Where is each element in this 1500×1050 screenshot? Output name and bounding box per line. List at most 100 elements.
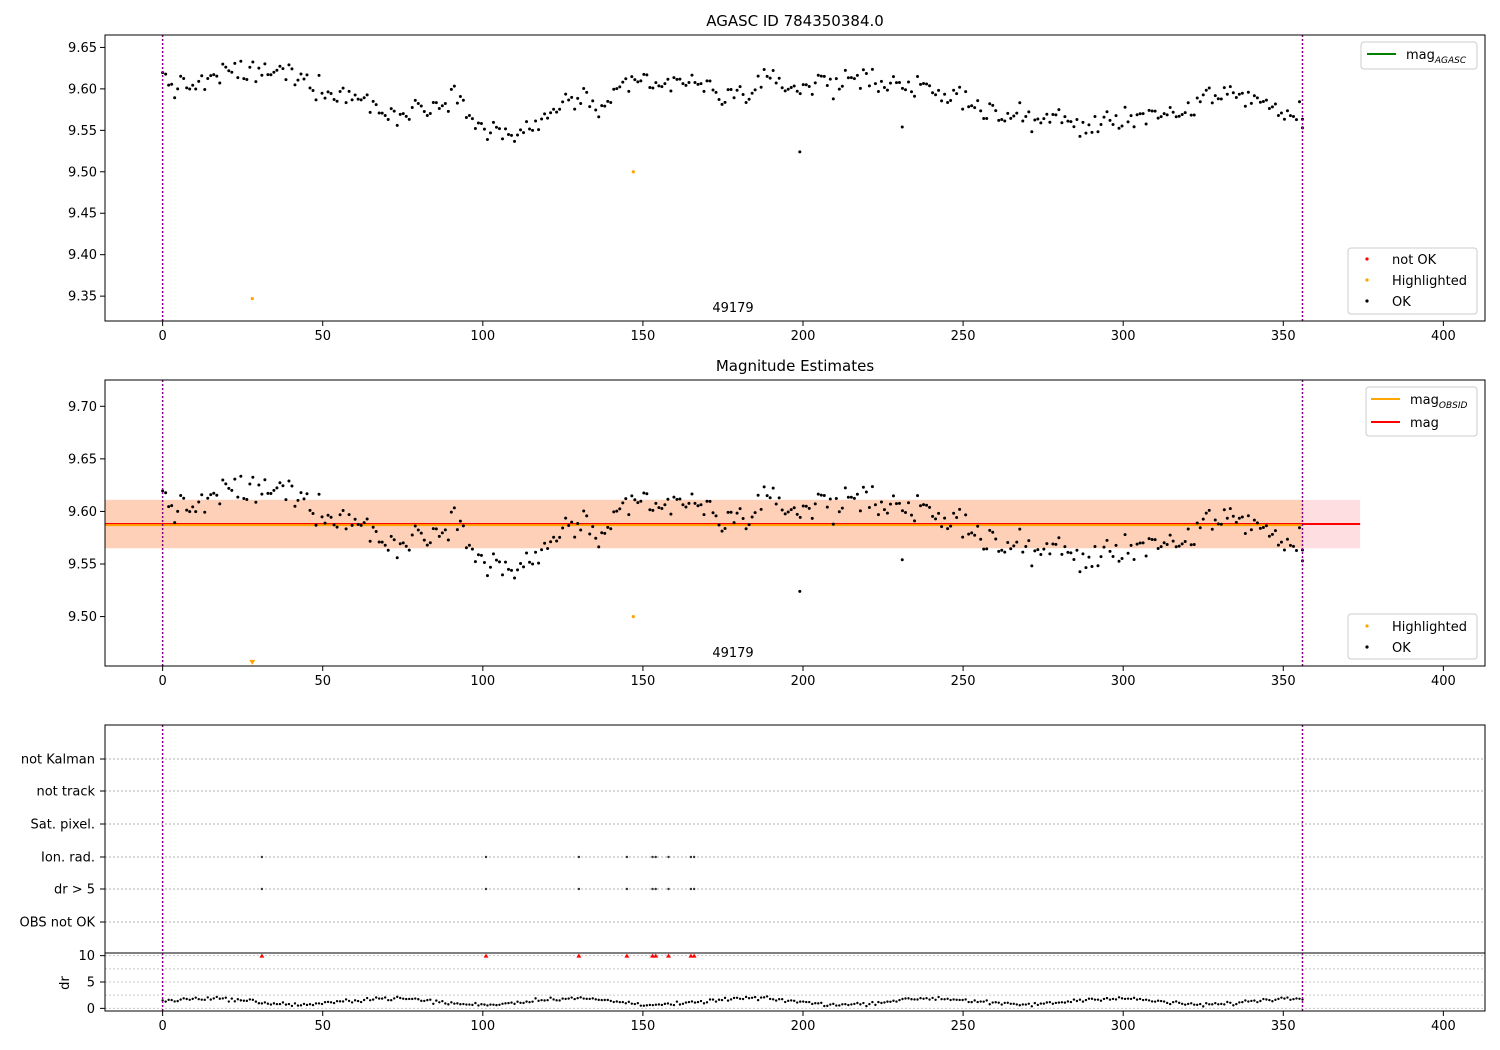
ok-point [1213, 94, 1217, 98]
dr-point [278, 1002, 282, 1006]
ok-point [597, 545, 601, 549]
ok-point [1195, 96, 1199, 100]
ok-point [479, 553, 483, 557]
flag-row-label: not track [36, 785, 95, 800]
ok-point [167, 83, 171, 87]
ok-point [242, 77, 246, 81]
flag-point [260, 887, 264, 891]
ok-point [254, 80, 258, 84]
ok-point [702, 513, 706, 517]
x-tick-label: 50 [314, 674, 331, 689]
dr-point [1271, 1000, 1274, 1003]
ok-point [1081, 120, 1085, 124]
ok-point [1234, 95, 1238, 99]
dr-point [753, 995, 757, 999]
dr-point [1069, 1000, 1073, 1004]
flag-point [260, 855, 264, 859]
ok-point [864, 72, 868, 76]
dr-point [1003, 1001, 1006, 1005]
dr-point [525, 1000, 528, 1003]
ok-point [206, 76, 210, 80]
ok-point [1141, 541, 1145, 545]
dr-point [1075, 999, 1079, 1003]
ok-point [1171, 110, 1175, 114]
ok-point [224, 482, 228, 486]
ok-point [525, 551, 529, 555]
ok-point [958, 85, 962, 89]
ok-point [329, 91, 333, 95]
ok-point [494, 558, 498, 562]
dr-point [874, 1003, 877, 1007]
ok-point [380, 540, 384, 544]
ok-point [627, 513, 631, 517]
ok-point [928, 505, 932, 509]
dr-point [209, 998, 212, 1001]
dr-point [1174, 1000, 1178, 1003]
ok-point [371, 99, 375, 103]
ok-point [254, 500, 258, 504]
ok-point [750, 515, 754, 519]
ok-point [1249, 101, 1253, 105]
ok-point [323, 521, 327, 525]
ok-point [1048, 120, 1052, 124]
ok-point [236, 495, 240, 499]
dr-point [729, 998, 733, 1001]
ok-point [1042, 547, 1046, 551]
ok-point [386, 548, 390, 552]
dr-point [1030, 1005, 1034, 1008]
ok-point [1093, 114, 1097, 118]
dr-point [850, 1003, 853, 1006]
ok-point [377, 540, 381, 544]
ok-point [846, 76, 850, 80]
dr-clipped-marker [666, 953, 672, 958]
legend-ok: OK [1392, 641, 1411, 656]
dr-point [555, 999, 558, 1002]
dr-point [892, 999, 895, 1002]
ok-point [786, 87, 790, 91]
dr-point [326, 1000, 330, 1004]
dr-point [660, 1003, 664, 1007]
dr-point [949, 998, 952, 1002]
dr-point [1015, 1003, 1018, 1006]
ok-point [386, 117, 390, 121]
ok-point [1201, 517, 1205, 521]
ok-point [708, 79, 712, 83]
ok-point [275, 486, 279, 490]
dr-point [1072, 998, 1076, 1001]
ok-point [167, 505, 171, 509]
ok-point [305, 73, 309, 77]
ok-point [407, 548, 411, 552]
ok-point [961, 535, 965, 539]
flag-row-label: not Kalman [21, 753, 95, 768]
ok-point [500, 573, 504, 577]
dr-point [618, 1000, 621, 1004]
ok-point [440, 104, 444, 108]
x-tick-label: 150 [630, 329, 655, 344]
ok-point [1096, 130, 1100, 134]
dr-point [750, 996, 754, 999]
ok-point [1108, 118, 1112, 122]
dr-point [371, 998, 375, 1001]
dr-point [937, 995, 940, 999]
ok-point [1102, 115, 1106, 119]
ok-point [245, 77, 249, 81]
ok-point [660, 85, 664, 89]
dr-clipped-marker [688, 953, 694, 958]
dr-point [645, 1004, 649, 1007]
dr-point [1208, 1003, 1211, 1006]
ok-point [807, 84, 811, 88]
y-tick-label: 9.55 [68, 558, 97, 573]
dr-point [242, 999, 246, 1002]
flag-row-label: dr > 5 [54, 883, 95, 898]
ok-point [822, 493, 826, 497]
ok-point [681, 503, 685, 507]
dr-point [1081, 1000, 1085, 1003]
ok-point [579, 528, 583, 532]
ok-point [937, 88, 941, 92]
ok-point [1066, 550, 1070, 554]
ok-point [636, 80, 640, 84]
ok-point [290, 67, 294, 71]
ok-point [973, 106, 977, 110]
ok-point [338, 90, 342, 94]
dr-point [558, 999, 561, 1002]
